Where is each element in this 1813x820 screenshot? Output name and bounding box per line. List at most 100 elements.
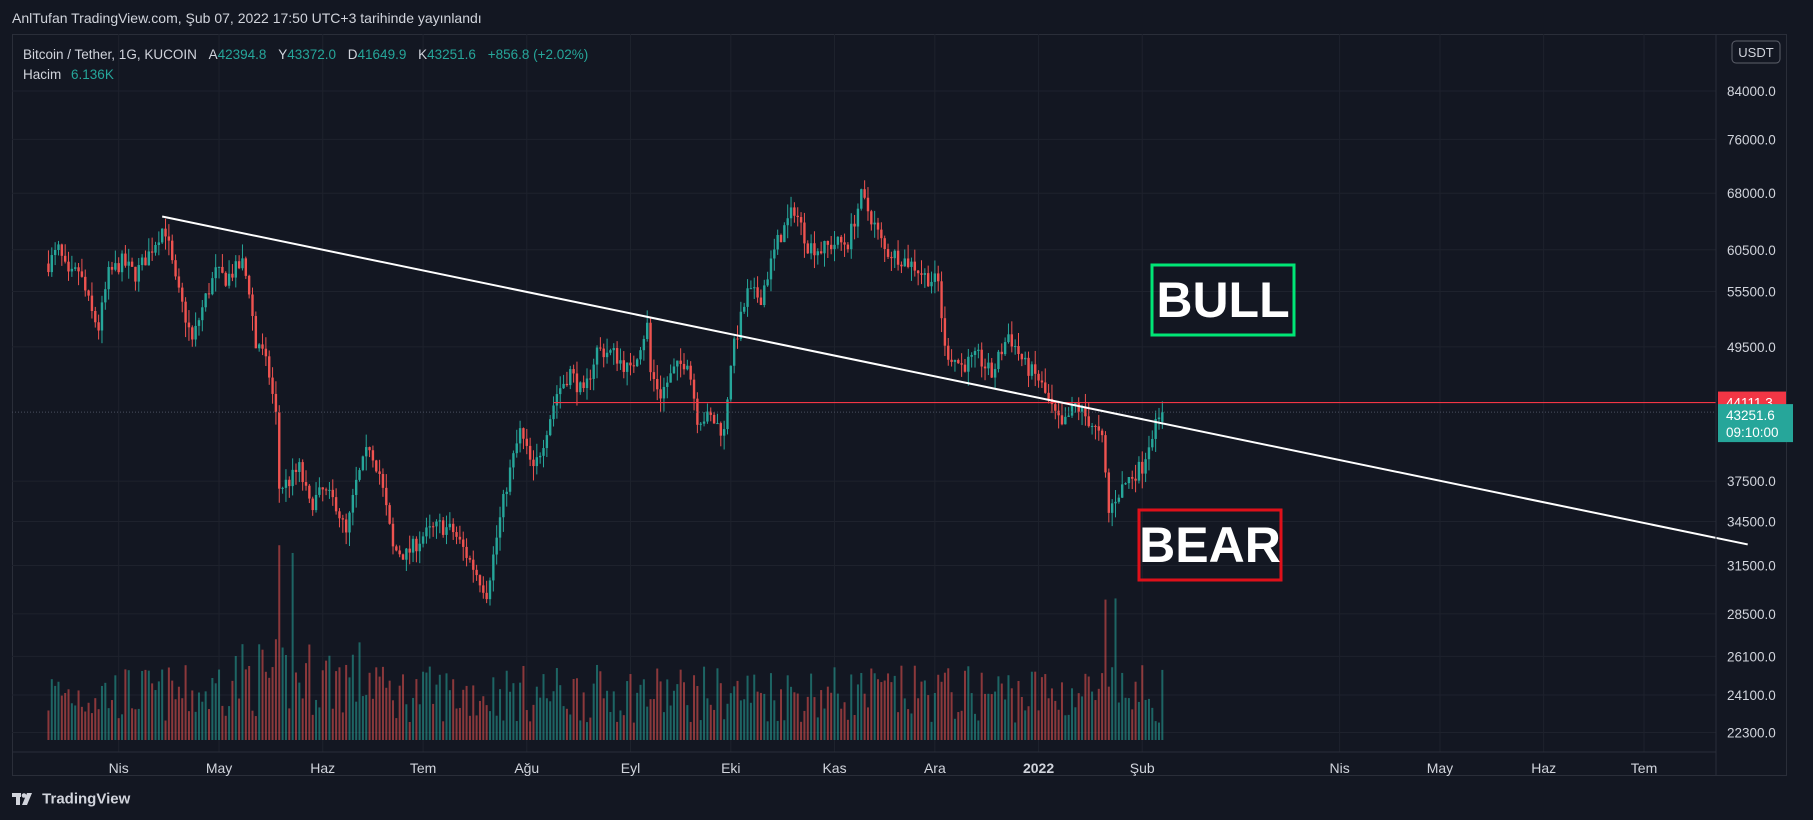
candle-body — [1120, 484, 1124, 498]
candle-body — [371, 450, 375, 461]
volume-bar — [846, 719, 849, 740]
volume-bar — [462, 689, 465, 740]
volume-bar — [482, 696, 485, 740]
candle-body — [542, 448, 545, 456]
annotations[interactable]: BULL BEAR — [1137, 263, 1296, 582]
bear-box[interactable] — [1137, 508, 1283, 582]
volume-bar — [662, 712, 665, 740]
candle-body — [676, 360, 679, 367]
candle-body — [488, 580, 492, 600]
candle-body — [107, 266, 110, 290]
candle-body — [856, 208, 860, 227]
volume-bar — [1010, 688, 1013, 740]
candle-body — [465, 546, 468, 558]
candle-body — [1094, 425, 1097, 427]
volume-bar — [472, 685, 475, 740]
candle-body — [545, 435, 549, 449]
candle-body — [438, 520, 442, 522]
volume-bar — [856, 684, 859, 740]
symbol-label[interactable]: Bitcoin / Tether, 1G, KUCOIN — [23, 47, 197, 62]
candle-body — [823, 240, 826, 254]
volume-bar — [1097, 688, 1100, 740]
candle-body — [301, 462, 304, 483]
volume-bar — [917, 698, 920, 740]
trendline[interactable] — [161, 215, 1748, 546]
volume-bar — [167, 667, 170, 740]
volume-bar — [863, 693, 866, 740]
drawing-lines[interactable] — [12, 215, 1748, 546]
volume-bar — [191, 690, 194, 740]
volume-bar — [622, 715, 625, 740]
volume-bar — [121, 714, 124, 740]
axes[interactable]: 22300.0 24100.0 26100.0 28500.0 31500.0 34500… — [12, 34, 1793, 776]
countdown-label: 09:10:00 — [1726, 425, 1779, 440]
candle-body — [866, 197, 870, 212]
price-tick-label: 76000.0 — [1727, 132, 1776, 147]
candle-body — [492, 554, 495, 581]
volume-bar — [1134, 681, 1137, 740]
volume-bar — [749, 702, 752, 740]
volume-bar — [425, 672, 428, 740]
high-key: Y — [278, 47, 288, 62]
candle-body — [569, 369, 572, 386]
bull-box[interactable] — [1150, 263, 1296, 337]
time-tick-label: Nis — [109, 760, 129, 776]
volume-bar — [351, 654, 354, 740]
time-tick-label: Kas — [822, 760, 846, 776]
candle-body — [428, 526, 431, 528]
volume-bar — [1024, 710, 1027, 740]
candle-body — [191, 327, 194, 340]
price-tick-label: 24100.0 — [1727, 688, 1776, 703]
volume-bar — [381, 666, 384, 740]
candle-body — [977, 349, 980, 352]
candle-body — [1157, 417, 1161, 420]
candle-body — [656, 378, 659, 390]
volume-bar — [278, 545, 281, 740]
volume-bar — [599, 671, 602, 740]
volume-bar — [258, 644, 261, 740]
volume-bar — [542, 674, 545, 740]
volume-bar — [224, 715, 227, 740]
volume-label[interactable]: Hacim — [23, 67, 62, 82]
volume-bar — [602, 698, 605, 740]
candle-body — [268, 356, 271, 378]
candle-body — [1037, 373, 1040, 381]
volume-bar — [693, 675, 696, 740]
candle-body — [1161, 412, 1164, 422]
volume-bar — [967, 666, 970, 740]
candle-body — [783, 225, 786, 243]
volume-bar — [696, 685, 699, 740]
volume-bar — [907, 709, 910, 740]
time-tick-label: 2022 — [1023, 760, 1054, 776]
candle-body — [114, 263, 117, 270]
volume-bar — [512, 683, 515, 740]
candle-body — [53, 250, 57, 256]
footer-brand[interactable]: TradingView — [12, 790, 130, 810]
time-tick-label: Eyl — [621, 760, 640, 776]
open-value: 42394.8 — [217, 47, 267, 62]
candle-body — [214, 267, 217, 279]
candle-body — [57, 244, 60, 251]
candle-body — [475, 569, 478, 576]
candle-body — [398, 550, 401, 555]
volume-bar — [920, 681, 923, 740]
volume-bar — [1077, 693, 1080, 740]
candle-body — [709, 411, 712, 415]
candle-body — [334, 497, 338, 512]
candle-body — [157, 242, 161, 246]
currency-badge[interactable] — [1731, 40, 1781, 64]
candle-body — [853, 223, 856, 227]
grid — [12, 34, 1716, 752]
time-tick-label: Tem — [1631, 760, 1657, 776]
candle-body — [572, 369, 575, 374]
candle-body — [528, 445, 532, 460]
candle-body — [595, 347, 599, 365]
volume-bar — [545, 698, 548, 740]
candle-body — [354, 479, 358, 495]
candle-body — [719, 423, 722, 436]
candle-body — [836, 236, 840, 245]
candle-body — [980, 349, 983, 367]
volume-bar — [572, 678, 575, 740]
volume-bar — [499, 689, 502, 740]
